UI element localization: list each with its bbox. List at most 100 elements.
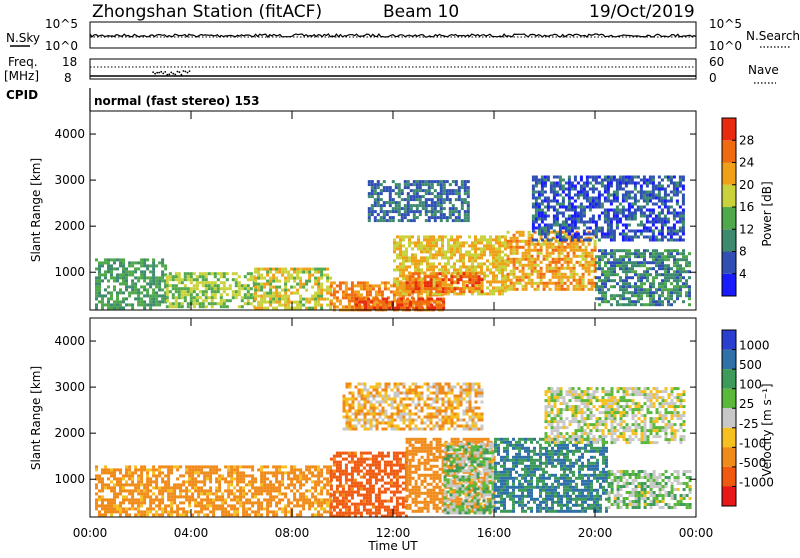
range-gate-cell	[428, 219, 431, 222]
range-gate-cell	[302, 477, 305, 480]
range-gate-cell	[664, 276, 667, 279]
range-gate-cell	[244, 287, 247, 290]
range-gate-cell	[275, 298, 278, 301]
range-gate-cell	[251, 465, 254, 468]
range-gate-cell	[387, 461, 390, 464]
range-gate-cell	[330, 284, 333, 287]
range-gate-cell	[314, 489, 317, 492]
range-gate-cell	[372, 455, 375, 458]
range-gate-cell	[408, 265, 411, 268]
range-gate-cell	[152, 498, 155, 501]
range-gate-cell	[610, 227, 613, 230]
range-gate-cell	[634, 273, 637, 276]
range-gate-cell	[205, 272, 208, 275]
range-gate-cell	[427, 287, 430, 290]
range-gate-cell	[107, 258, 110, 261]
range-gate-cell	[98, 264, 101, 267]
range-gate-cell	[275, 495, 278, 498]
range-gate-cell	[203, 477, 206, 480]
range-gate-cell	[227, 468, 230, 471]
range-gate-cell	[208, 302, 211, 305]
range-gate-cell	[588, 282, 591, 285]
range-gate-cell	[191, 498, 194, 501]
range-gate-cell	[191, 492, 194, 495]
range-gate-cell	[227, 489, 230, 492]
range-gate-cell	[449, 198, 452, 201]
range-gate-cell	[498, 247, 501, 250]
range-gate-cell	[383, 216, 386, 219]
range-gate-cell	[375, 476, 378, 479]
range-gate-cell	[317, 286, 320, 289]
range-gate-cell	[532, 197, 535, 200]
range-gate-cell	[525, 243, 528, 246]
range-gate-cell	[245, 483, 248, 486]
range-gate-cell	[679, 270, 682, 273]
range-gate-cell	[380, 198, 383, 201]
range-gate-cell	[595, 200, 598, 203]
range-gate-cell	[128, 261, 131, 264]
range-gate-cell	[664, 197, 667, 200]
range-gate-cell	[646, 221, 649, 224]
range-gate-cell	[531, 279, 534, 282]
range-gate-cell	[197, 513, 200, 516]
range-gate-cell	[137, 489, 140, 492]
range-gate-cell	[232, 296, 235, 299]
range-gate-cell	[580, 236, 583, 239]
range-gate-cell	[464, 219, 467, 222]
range-gate-cell	[342, 470, 345, 473]
range-gate-cell	[498, 268, 501, 271]
range-gate-cell	[531, 282, 534, 285]
range-gate-cell	[401, 189, 404, 192]
range-gate-cell	[296, 289, 299, 292]
range-gate-cell	[101, 489, 104, 492]
range-gate-cell	[534, 243, 537, 246]
range-gate-cell	[522, 270, 525, 273]
range-gate-cell	[299, 283, 302, 286]
range-gate-cell	[187, 293, 190, 296]
range-gate-cell	[311, 471, 314, 474]
range-gate-cell	[193, 284, 196, 287]
range-gate-cell	[188, 474, 191, 477]
range-gate-cell	[244, 293, 247, 296]
range-gate-cell	[230, 468, 233, 471]
range-gate-cell	[637, 252, 640, 255]
range-gate-cell	[625, 191, 628, 194]
range-gate-cell	[305, 498, 308, 501]
range-gate-cell	[218, 483, 221, 486]
range-gate-cell	[399, 268, 402, 271]
range-gate-cell	[158, 300, 161, 303]
range-gate-cell	[423, 256, 426, 259]
range-gate-cell	[534, 267, 537, 270]
range-gate-cell	[227, 510, 230, 513]
range-gate-cell	[451, 290, 454, 293]
range-gate-cell	[652, 279, 655, 282]
range-gate-cell	[233, 468, 236, 471]
range-gate-cell	[314, 486, 317, 489]
range-gate-cell	[658, 176, 661, 179]
range-gate-cell	[540, 276, 543, 279]
range-gate-cell	[402, 452, 405, 455]
range-gate-cell	[113, 483, 116, 486]
range-gate-cell	[299, 486, 302, 489]
range-gate-cell	[544, 230, 547, 233]
range-gate-cell	[191, 495, 194, 498]
range-gate-cell	[411, 253, 414, 256]
range-gate-cell	[582, 276, 585, 279]
range-gate-cell	[477, 256, 480, 259]
range-gate-cell	[399, 461, 402, 464]
range-gate-cell	[221, 510, 224, 513]
range-gate-cell	[232, 290, 235, 293]
range-gate-cell	[357, 512, 360, 515]
range-gate-cell	[661, 212, 664, 215]
range-gate-cell	[387, 287, 390, 290]
range-gate-cell	[667, 206, 670, 209]
range-gate-cell	[525, 288, 528, 291]
range-gate-cell	[510, 258, 513, 261]
range-gate-cell	[320, 471, 323, 474]
range-gate-cell	[215, 504, 218, 507]
range-gate-cell	[682, 258, 685, 261]
range-gate-cell	[184, 293, 187, 296]
range-gate-cell	[553, 224, 556, 227]
range-gate-cell	[544, 215, 547, 218]
range-gate-cell	[414, 253, 417, 256]
